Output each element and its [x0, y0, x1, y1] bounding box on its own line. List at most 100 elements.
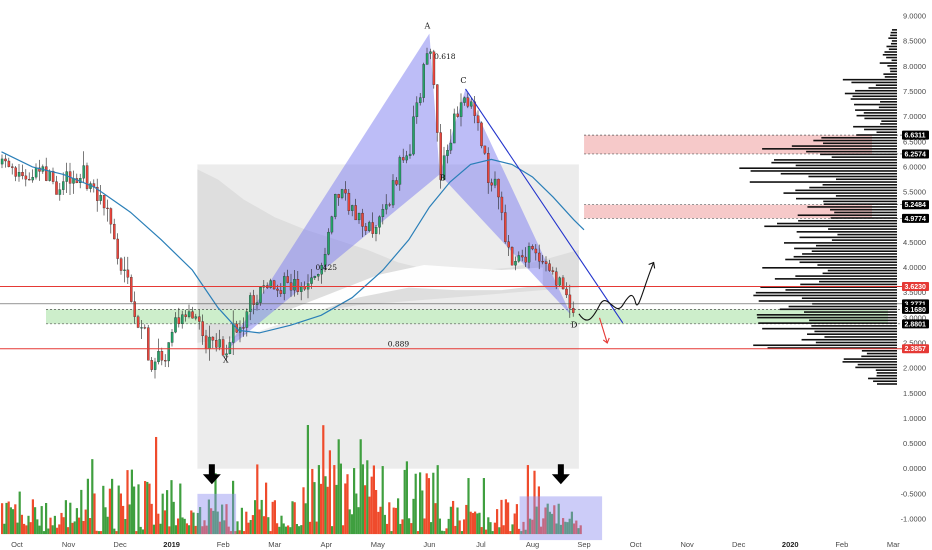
profile-bar	[756, 314, 897, 316]
candle-body	[21, 172, 24, 177]
profile-bar	[757, 316, 897, 319]
volume-bar	[150, 503, 153, 535]
profile-bar	[855, 366, 897, 369]
candle-body	[201, 321, 204, 337]
y-tick-label: -0.5000	[901, 489, 926, 498]
volume-bar	[350, 514, 353, 535]
profile-bar	[750, 170, 897, 172]
volume-bar	[238, 530, 241, 535]
volume-bar	[117, 485, 120, 535]
profile-bar	[830, 217, 897, 219]
volume-bar	[126, 470, 129, 535]
profile-bar	[891, 29, 897, 31]
profile-bar	[866, 352, 897, 355]
y-tick-label: 3.0000	[903, 313, 926, 322]
volume-bar	[337, 439, 340, 535]
volume-bar	[511, 524, 514, 535]
volume-bar	[111, 478, 114, 535]
volume-bar	[317, 465, 320, 535]
y-tick-label: 0.0000	[903, 464, 926, 473]
candle-body	[85, 165, 89, 189]
candle-body	[327, 231, 330, 255]
volume-bar	[553, 505, 556, 535]
volume-bar	[243, 531, 246, 535]
volume-bar	[251, 515, 254, 535]
candle-body	[334, 194, 337, 217]
point-label-d: D	[571, 320, 577, 329]
volume-bar	[144, 481, 147, 535]
volume-bar	[58, 524, 61, 535]
y-tick-label: 0.5000	[903, 439, 926, 448]
volume-bar	[163, 510, 166, 535]
volume-bar	[269, 531, 272, 535]
volume-bar	[18, 491, 21, 535]
volume-bar	[89, 518, 92, 535]
y-tick-label: 2.5000	[903, 338, 926, 347]
candle-body	[405, 155, 408, 161]
volume-bar	[14, 504, 17, 535]
candle-body	[493, 178, 497, 186]
volume-profile	[739, 29, 897, 385]
profile-bar	[873, 380, 897, 383]
profile-bar	[884, 51, 897, 53]
candle-body	[136, 316, 140, 328]
candle-body	[497, 178, 500, 198]
volume-bar	[542, 518, 545, 535]
volume-bar	[95, 530, 98, 535]
pattern-labels: X A B C D 0.618 0.425 0.889	[223, 22, 577, 365]
volume-bar	[434, 503, 437, 535]
profile-bar	[813, 139, 897, 142]
volume-bar	[573, 523, 576, 535]
profile-bar	[762, 266, 897, 269]
x-tick-label: Mar	[887, 540, 900, 549]
profile-bar	[856, 114, 897, 117]
price-badge-label: 6.6311	[905, 133, 926, 140]
candle-body	[82, 165, 85, 179]
volume-bar	[377, 511, 380, 535]
volume-bar	[383, 514, 386, 535]
volume-bar	[416, 531, 419, 535]
candle-body	[133, 301, 136, 317]
volume-bar	[1, 503, 4, 535]
volume-bar	[456, 507, 459, 535]
profile-bar	[811, 250, 897, 252]
candle-body	[436, 84, 439, 133]
point-label-x: X	[223, 355, 229, 364]
volume-bar	[298, 526, 301, 535]
profile-bar	[758, 300, 897, 302]
profile-bar	[811, 325, 897, 327]
indicator-lines	[0, 88, 902, 350]
volume-bar	[355, 493, 358, 535]
profile-bar	[890, 70, 897, 73]
x-tick-label: 2020	[782, 540, 799, 549]
candle-body	[96, 186, 99, 201]
x-tick-label: Nov	[62, 540, 76, 549]
candle-body	[419, 97, 422, 103]
volume-bar	[205, 525, 208, 535]
volume-bar	[113, 528, 116, 535]
price-badge	[902, 149, 929, 159]
candle-body	[62, 181, 65, 190]
profile-bar	[771, 161, 897, 164]
volume-bar	[359, 439, 362, 535]
price-badge-label: 4.9774	[905, 216, 927, 223]
volume-bar	[119, 493, 122, 535]
profile-bar	[828, 228, 897, 230]
profile-bar	[837, 233, 897, 236]
candle-body	[269, 280, 272, 288]
candle-body	[402, 157, 405, 161]
candle-body	[276, 288, 279, 291]
volume-bar	[201, 526, 204, 535]
volume-bar	[320, 483, 323, 535]
profile-bar	[863, 112, 897, 114]
profile-bar	[764, 225, 897, 228]
y-tick-label: 4.0000	[903, 263, 926, 272]
profile-bar	[883, 73, 897, 75]
volume-bar	[531, 519, 534, 535]
volume-bar	[106, 516, 109, 535]
volume-bar	[476, 513, 479, 535]
volume-bar	[555, 523, 558, 535]
price-badge	[902, 213, 929, 223]
profile-bar	[831, 156, 897, 158]
